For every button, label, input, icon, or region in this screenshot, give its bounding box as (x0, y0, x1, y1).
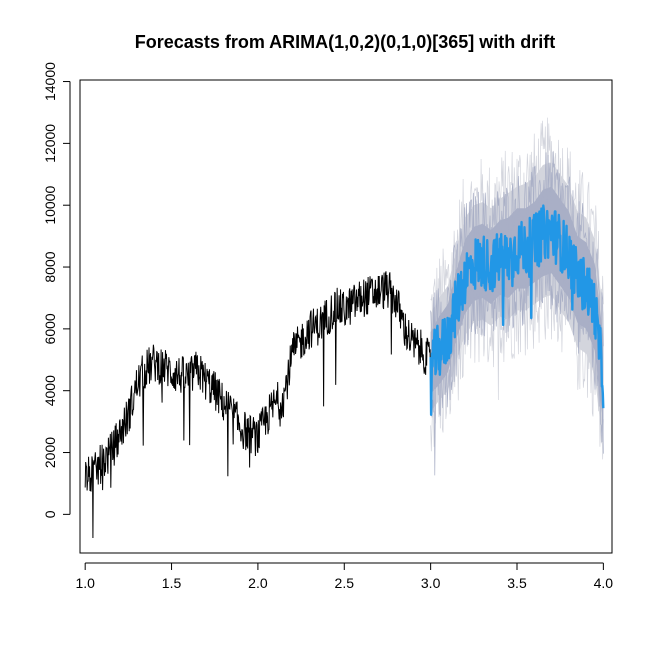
plot-area-border (79, 79, 613, 554)
y-axis: 0 2000 4000 6000 8000 10000 12000 14000 (42, 62, 71, 518)
y-tick-label: 8000 (42, 251, 58, 282)
x-tick-label: 3.5 (507, 575, 527, 591)
forecast-line (429, 204, 605, 416)
y-tick-label: 12000 (42, 124, 58, 163)
observed-series (84, 271, 431, 538)
y-tick-label: 2000 (42, 437, 58, 468)
chart-title: Forecasts from ARIMA(1,0,2)(0,1,0)[365] … (135, 32, 555, 52)
y-tick-label: 4000 (42, 375, 58, 406)
forecast-series (429, 204, 605, 416)
x-tick-label: 4.0 (594, 575, 614, 591)
x-tick-label: 1.5 (162, 575, 182, 591)
observed-line (84, 271, 431, 538)
y-tick-label: 14000 (42, 62, 58, 101)
x-tick-label: 2.5 (335, 575, 355, 591)
interval-95-upper-texture (430, 117, 604, 341)
interval-80-upper-texture (430, 151, 604, 359)
y-tick-label: 6000 (42, 313, 58, 344)
y-tick-label: 10000 (42, 186, 58, 225)
x-axis: 1.0 1.5 2.0 2.5 3.0 3.5 4.0 (75, 562, 614, 591)
y-tick-label: 0 (42, 510, 58, 518)
x-tick-label: 1.0 (75, 575, 95, 591)
x-tick-label: 2.0 (248, 575, 268, 591)
x-tick-label: 3.0 (421, 575, 441, 591)
